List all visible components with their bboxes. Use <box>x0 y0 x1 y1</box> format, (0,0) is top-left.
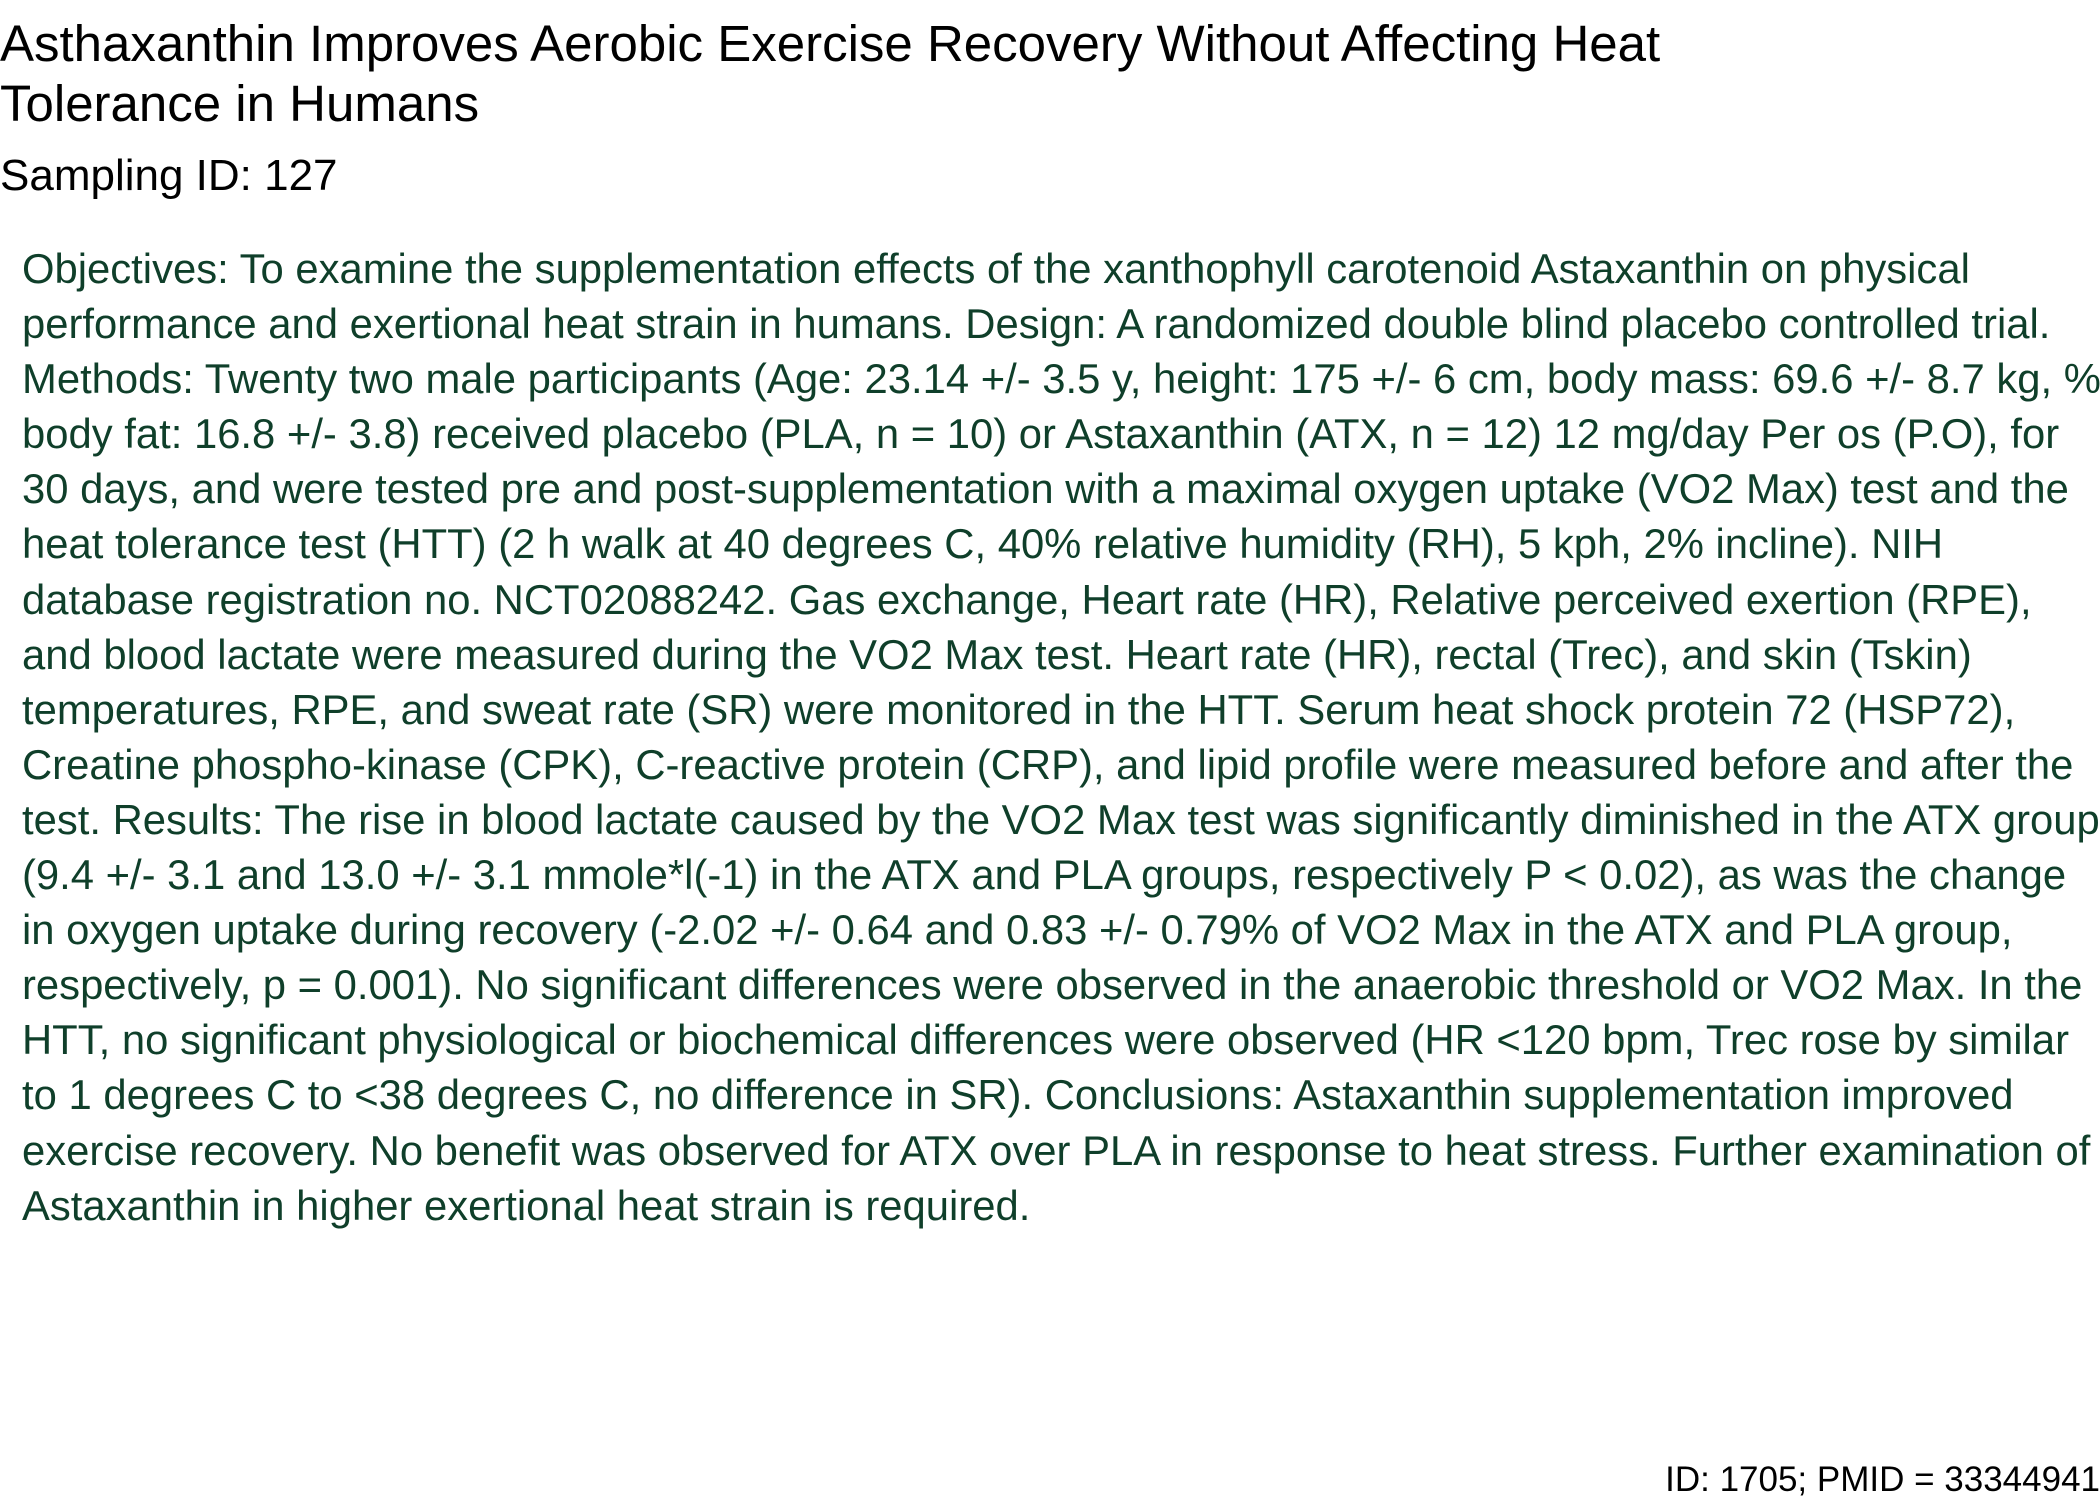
sampling-id: Sampling ID: 127 <box>0 151 338 200</box>
document-title: Asthaxanthin Improves Aerobic Exercise R… <box>0 15 1661 132</box>
abstract-text: Objectives: To examine the supplementati… <box>22 245 2100 1229</box>
footer-id: ID: 1705; PMID = 33344941 <box>1665 1460 2100 1499</box>
